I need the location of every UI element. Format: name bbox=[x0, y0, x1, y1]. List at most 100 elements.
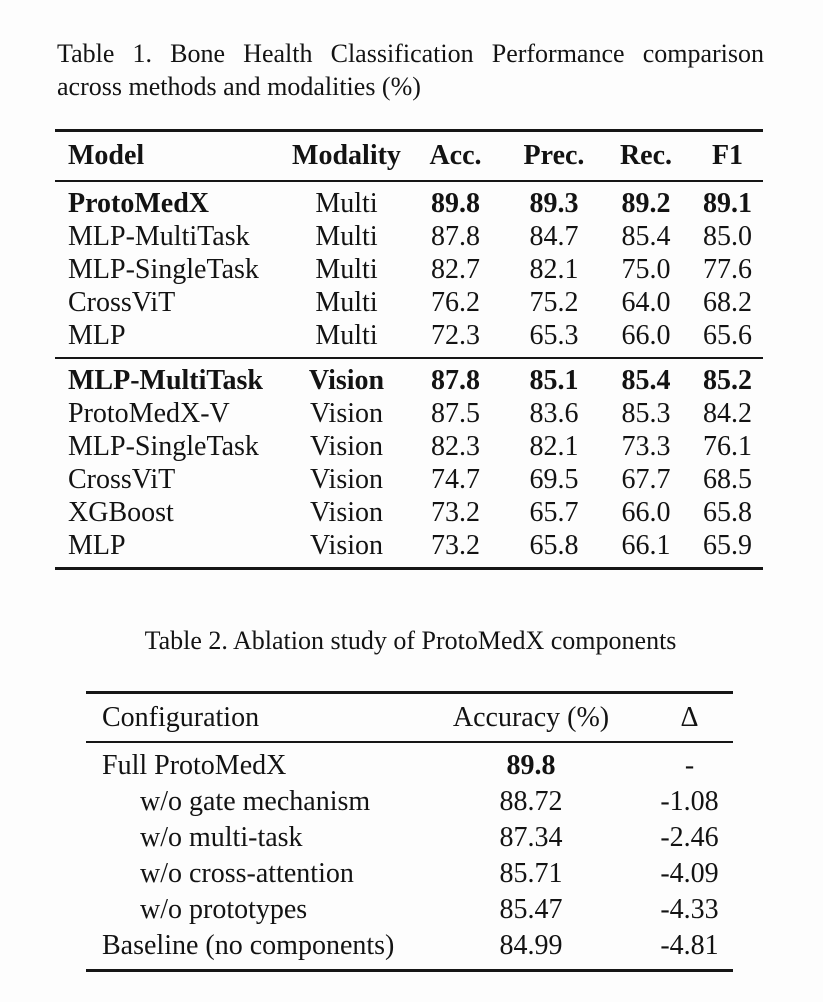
table-row: Full ProtoMedX 89.8 - bbox=[86, 742, 733, 784]
table-cell: 87.5 bbox=[431, 398, 480, 429]
table-row: ProtoMedX-V Vision 87.5 83.6 85.3 84.2 bbox=[55, 397, 763, 430]
table-cell: Baseline (no components) bbox=[102, 930, 395, 961]
table1-caption-line1: Table 1. Bone Health Classification Perf… bbox=[57, 39, 764, 68]
table1-col-rec: Rec. bbox=[600, 130, 692, 182]
table-cell: 85.4 bbox=[621, 221, 671, 252]
table-cell: Vision bbox=[308, 365, 385, 396]
table-cell: -4.81 bbox=[660, 930, 719, 961]
table2-col-configuration: Configuration bbox=[86, 692, 416, 743]
table-cell: Multi bbox=[315, 254, 378, 285]
table-cell: Vision bbox=[310, 530, 383, 561]
table-cell: -1.08 bbox=[660, 786, 719, 817]
table-cell: 65.7 bbox=[529, 497, 579, 528]
table-cell: MLP bbox=[68, 320, 126, 351]
table1-col-model: Model bbox=[55, 130, 290, 182]
table-row: w/o cross-attention 85.71 -4.09 bbox=[86, 856, 733, 892]
table-cell: MLP bbox=[68, 530, 126, 561]
table-cell: Full ProtoMedX bbox=[102, 750, 287, 781]
table1-performance-comparison: Model Modality Acc. Prec. Rec. F1 ProtoM… bbox=[55, 129, 763, 570]
table-cell: Multi bbox=[315, 320, 378, 351]
table-cell: Vision bbox=[310, 497, 383, 528]
table-cell: -4.33 bbox=[660, 894, 719, 925]
table-row: Baseline (no components) 84.99 -4.81 bbox=[86, 928, 733, 971]
table-row: MLP-SingleTask Vision 82.3 82.1 73.3 76.1 bbox=[55, 430, 763, 463]
table-row: CrossViT Vision 74.7 69.5 67.7 68.5 bbox=[55, 463, 763, 496]
table1-caption-line2: across methods and modalities (%) bbox=[57, 72, 421, 101]
table-cell: 67.7 bbox=[621, 464, 671, 495]
table-row: MLP-SingleTask Multi 82.7 82.1 75.0 77.6 bbox=[55, 253, 763, 286]
table-cell: MLP-SingleTask bbox=[68, 254, 259, 285]
table-cell: 66.1 bbox=[621, 530, 671, 561]
table-row: MLP Multi 72.3 65.3 66.0 65.6 bbox=[55, 319, 763, 358]
table-cell: 82.7 bbox=[431, 254, 480, 285]
table-cell: MLP-MultiTask bbox=[68, 365, 263, 396]
table1-col-modality: Modality bbox=[290, 130, 403, 182]
table-cell: 82.1 bbox=[529, 254, 579, 285]
table-cell: CrossViT bbox=[68, 287, 176, 318]
table-cell: 65.8 bbox=[529, 530, 579, 561]
table-cell: 82.3 bbox=[431, 431, 480, 462]
table-row: w/o prototypes 85.47 -4.33 bbox=[86, 892, 733, 928]
table-cell: 66.0 bbox=[621, 497, 671, 528]
table-cell: 75.2 bbox=[529, 287, 579, 318]
table-cell: 68.5 bbox=[703, 464, 752, 495]
table-cell: 89.2 bbox=[621, 188, 671, 219]
table1-col-prec: Prec. bbox=[508, 130, 600, 182]
table-cell: w/o prototypes bbox=[140, 894, 308, 925]
table-cell: 84.2 bbox=[703, 398, 752, 429]
table2-caption: Table 2. Ablation study of ProtoMedX com… bbox=[144, 626, 677, 655]
table-row: MLP-MultiTask Vision 87.8 85.1 85.4 85.2 bbox=[55, 358, 763, 397]
table-cell: 72.3 bbox=[431, 320, 480, 351]
table-cell: 76.2 bbox=[431, 287, 480, 318]
table-cell: 76.1 bbox=[703, 431, 752, 462]
table-cell: 85.3 bbox=[621, 398, 671, 429]
table1-section-vision: MLP-MultiTask Vision 87.8 85.1 85.4 85.2 Proto… bbox=[55, 358, 763, 569]
table-cell: 82.1 bbox=[529, 431, 579, 462]
table-cell: XGBoost bbox=[68, 497, 174, 528]
table-cell: 85.1 bbox=[529, 365, 579, 396]
table-cell: 89.3 bbox=[529, 188, 579, 219]
table-cell: w/o gate mechanism bbox=[140, 786, 371, 817]
table-row: CrossViT Multi 76.2 75.2 64.0 68.2 bbox=[55, 286, 763, 319]
table-cell: ProtoMedX-V bbox=[68, 398, 230, 429]
table-cell: 74.7 bbox=[431, 464, 480, 495]
table1-section-multi: ProtoMedX Multi 89.8 89.3 89.2 89.1 MLP-MultiT… bbox=[55, 181, 763, 358]
table-cell: - bbox=[684, 750, 695, 781]
table-cell: 85.4 bbox=[621, 365, 671, 396]
table-cell: 69.5 bbox=[529, 464, 579, 495]
table1-header: Model Modality Acc. Prec. Rec. F1 bbox=[55, 130, 763, 182]
table2-ablation-study: Configuration Accuracy (%) Δ Full ProtoM… bbox=[86, 691, 733, 972]
table-cell: 65.3 bbox=[529, 320, 579, 351]
table-row: w/o gate mechanism 88.72 -1.08 bbox=[86, 784, 733, 820]
table1-col-f1: F1 bbox=[692, 130, 763, 182]
table-cell: Vision bbox=[310, 464, 383, 495]
table-cell: MLP-SingleTask bbox=[68, 431, 259, 462]
table-cell: 65.6 bbox=[703, 320, 752, 351]
table2-header: Configuration Accuracy (%) Δ bbox=[86, 692, 733, 743]
table-cell: 64.0 bbox=[621, 287, 671, 318]
table-cell: 68.2 bbox=[703, 287, 752, 318]
table-row: XGBoost Vision 73.2 65.7 66.0 65.8 bbox=[55, 496, 763, 529]
table2-col-accuracy: Accuracy (%) bbox=[416, 692, 646, 743]
table-cell: ProtoMedX bbox=[68, 188, 209, 219]
table-cell: 73.2 bbox=[431, 497, 480, 528]
table1-header-row: Model Modality Acc. Prec. Rec. F1 bbox=[55, 130, 763, 182]
table-cell: 87.8 bbox=[431, 365, 480, 396]
table-cell: 84.99 bbox=[499, 930, 563, 961]
table-cell: 88.72 bbox=[499, 786, 563, 817]
table-cell: 87.34 bbox=[499, 822, 563, 853]
table-cell: 89.8 bbox=[506, 750, 556, 781]
table1-caption: Table 1. Bone Health Classification Perf… bbox=[57, 37, 764, 103]
table-cell: 85.71 bbox=[499, 858, 563, 889]
table1-col-acc: Acc. bbox=[403, 130, 508, 182]
table-cell: Multi bbox=[315, 221, 378, 252]
table-cell: w/o cross-attention bbox=[140, 858, 354, 889]
table-row: w/o multi-task 87.34 -2.46 bbox=[86, 820, 733, 856]
table-cell: 85.47 bbox=[499, 894, 563, 925]
table-cell: 84.7 bbox=[529, 221, 579, 252]
table-cell: 73.2 bbox=[431, 530, 480, 561]
table-cell: 75.0 bbox=[621, 254, 671, 285]
table-cell: CrossViT bbox=[68, 464, 176, 495]
table-cell: 85.2 bbox=[703, 365, 752, 396]
